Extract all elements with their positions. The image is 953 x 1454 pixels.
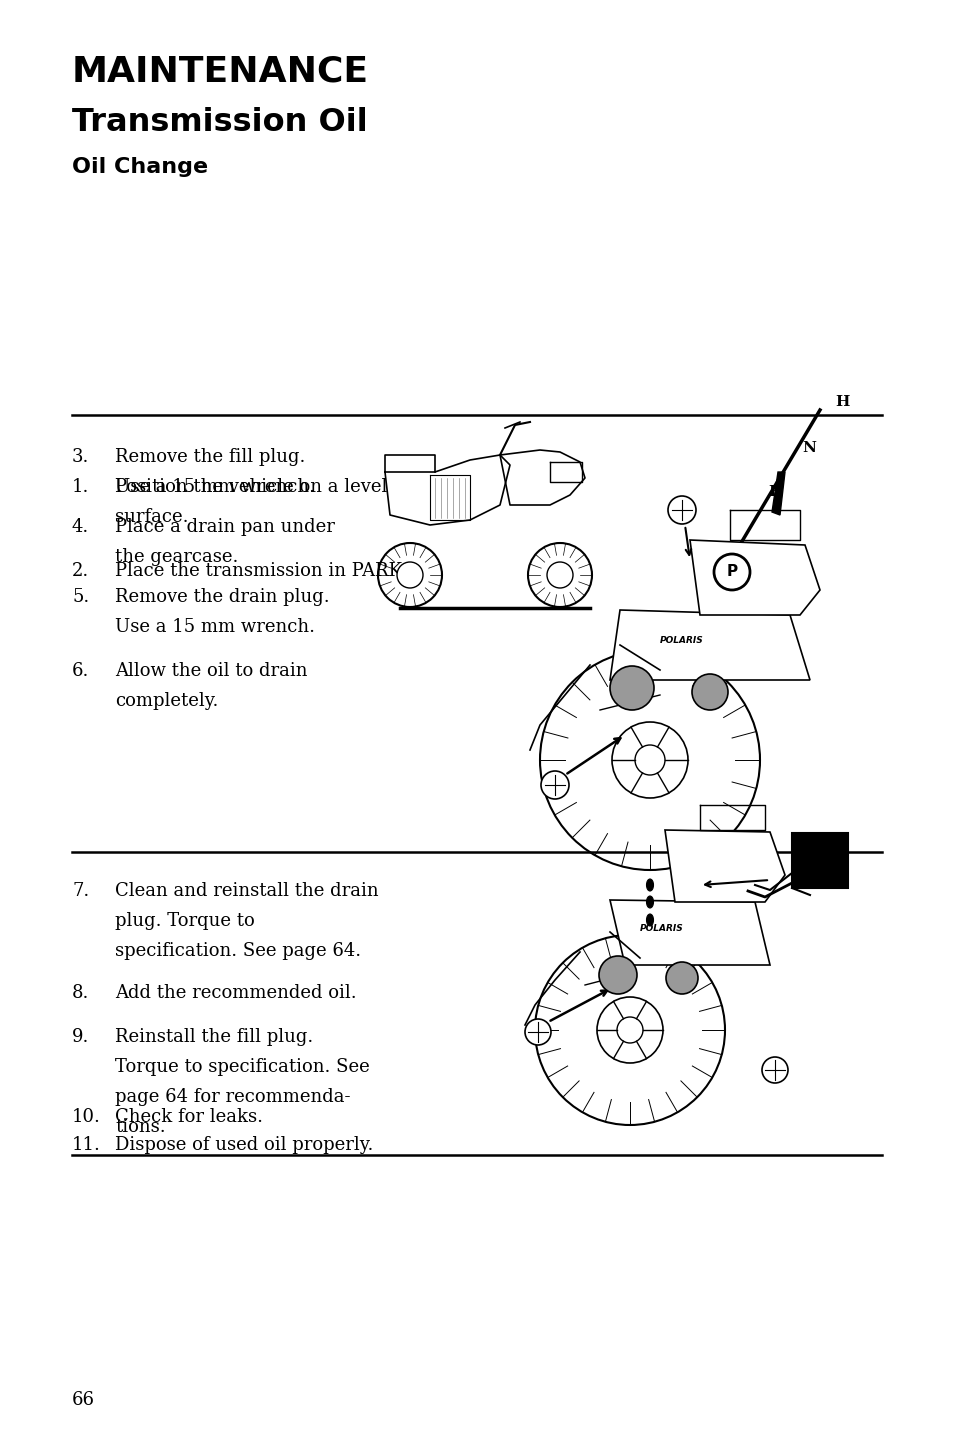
Text: P: P xyxy=(725,564,737,580)
Text: Position the vehicle on a level: Position the vehicle on a level xyxy=(115,478,387,496)
Text: 8.: 8. xyxy=(71,984,90,1002)
Text: R: R xyxy=(767,486,780,499)
Text: N: N xyxy=(801,441,815,455)
Bar xyxy=(791,833,847,888)
Text: page 64 for recommenda-: page 64 for recommenda- xyxy=(115,1088,350,1106)
Circle shape xyxy=(665,963,698,995)
Text: 66: 66 xyxy=(71,1391,95,1409)
Text: Place the transmission in PARK.: Place the transmission in PARK. xyxy=(115,563,408,580)
Text: 9.: 9. xyxy=(71,1028,90,1045)
Circle shape xyxy=(667,496,696,523)
Text: Check for leaks.: Check for leaks. xyxy=(115,1108,263,1125)
Circle shape xyxy=(535,935,724,1125)
Text: Torque to specification. See: Torque to specification. See xyxy=(115,1059,370,1076)
Text: Use a 15 mm wrench.: Use a 15 mm wrench. xyxy=(115,618,314,635)
Text: 6.: 6. xyxy=(71,662,90,680)
Polygon shape xyxy=(664,830,784,901)
Text: POLARIS: POLARIS xyxy=(639,923,683,932)
Text: 3.: 3. xyxy=(71,448,90,465)
Text: POLARIS: POLARIS xyxy=(659,635,703,644)
Text: 7.: 7. xyxy=(71,883,90,900)
Text: tions.: tions. xyxy=(115,1118,166,1136)
Circle shape xyxy=(713,554,749,590)
Text: 2.: 2. xyxy=(71,563,90,580)
Circle shape xyxy=(617,1016,642,1043)
Text: Clean and reinstall the drain: Clean and reinstall the drain xyxy=(115,883,378,900)
Circle shape xyxy=(539,650,760,869)
Text: 1.: 1. xyxy=(71,478,90,496)
Circle shape xyxy=(635,744,664,775)
Text: Use a 15 mm wrench.: Use a 15 mm wrench. xyxy=(115,478,314,496)
Ellipse shape xyxy=(646,880,653,891)
Text: surface.: surface. xyxy=(115,507,189,526)
Text: Remove the drain plug.: Remove the drain plug. xyxy=(115,587,330,606)
Circle shape xyxy=(597,997,662,1063)
Ellipse shape xyxy=(612,933,687,963)
Circle shape xyxy=(691,675,727,710)
Circle shape xyxy=(598,955,637,995)
Polygon shape xyxy=(689,539,820,615)
Text: Reinstall the fill plug.: Reinstall the fill plug. xyxy=(115,1028,313,1045)
Text: 10.: 10. xyxy=(71,1108,101,1125)
Circle shape xyxy=(377,542,441,606)
Ellipse shape xyxy=(646,915,653,926)
Text: Place a drain pan under: Place a drain pan under xyxy=(115,518,335,537)
Text: Dispose of used oil properly.: Dispose of used oil properly. xyxy=(115,1136,373,1154)
Polygon shape xyxy=(771,473,784,515)
Circle shape xyxy=(524,1019,551,1045)
Circle shape xyxy=(527,542,592,606)
Text: plug. Torque to: plug. Torque to xyxy=(115,912,254,931)
Text: Oil Change: Oil Change xyxy=(71,157,208,177)
Text: MAINTENANCE: MAINTENANCE xyxy=(71,55,369,89)
Text: 11.: 11. xyxy=(71,1136,101,1154)
Polygon shape xyxy=(609,611,809,680)
Text: Transmission Oil: Transmission Oil xyxy=(71,108,367,138)
Text: Allow the oil to drain: Allow the oil to drain xyxy=(115,662,307,680)
Ellipse shape xyxy=(617,938,681,958)
Ellipse shape xyxy=(646,896,653,907)
Circle shape xyxy=(546,563,573,587)
Circle shape xyxy=(540,771,568,800)
Text: 5.: 5. xyxy=(71,587,90,606)
Circle shape xyxy=(612,723,687,798)
Text: completely.: completely. xyxy=(115,692,218,710)
Text: H: H xyxy=(834,395,848,409)
Circle shape xyxy=(609,666,654,710)
Text: the gearcase.: the gearcase. xyxy=(115,548,238,566)
Text: specification. See page 64.: specification. See page 64. xyxy=(115,942,361,960)
Circle shape xyxy=(761,1057,787,1083)
Text: Remove the fill plug.: Remove the fill plug. xyxy=(115,448,305,465)
Text: 4.: 4. xyxy=(71,518,90,537)
Circle shape xyxy=(396,563,422,587)
Text: Add the recommended oil.: Add the recommended oil. xyxy=(115,984,356,1002)
Polygon shape xyxy=(609,900,769,965)
